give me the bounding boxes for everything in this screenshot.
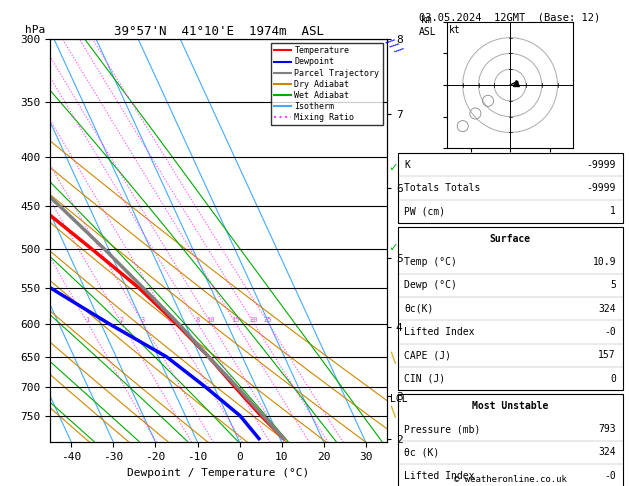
Text: © weatheronline.co.uk: © weatheronline.co.uk: [454, 474, 567, 484]
Text: ✓: ✓: [389, 161, 397, 174]
Text: 1: 1: [86, 317, 90, 323]
Text: 157: 157: [598, 350, 616, 360]
Text: Dewp (°C): Dewp (°C): [404, 280, 457, 290]
Text: CAPE (J): CAPE (J): [404, 350, 451, 360]
Text: 8: 8: [196, 317, 199, 323]
Text: -9999: -9999: [587, 183, 616, 193]
Text: θc(K): θc(K): [404, 304, 433, 313]
Text: -0: -0: [604, 471, 616, 481]
Text: /: /: [385, 349, 401, 365]
Text: 324: 324: [598, 448, 616, 457]
Text: 324: 324: [598, 304, 616, 313]
Text: ✓: ✓: [389, 242, 397, 254]
Text: K: K: [404, 160, 410, 170]
Text: ASL: ASL: [418, 27, 436, 37]
Text: ///: ///: [382, 35, 404, 57]
Text: 25: 25: [264, 317, 272, 323]
Text: 2: 2: [120, 317, 124, 323]
Text: PW (cm): PW (cm): [404, 207, 445, 216]
Text: hPa: hPa: [25, 25, 45, 35]
Text: kt: kt: [448, 25, 460, 35]
Text: Pressure (mb): Pressure (mb): [404, 424, 481, 434]
Text: 3: 3: [141, 317, 145, 323]
Text: 10: 10: [206, 317, 215, 323]
Text: -0: -0: [604, 327, 616, 337]
Text: LCL: LCL: [390, 394, 408, 404]
Text: Lifted Index: Lifted Index: [404, 327, 475, 337]
Text: 10.9: 10.9: [593, 257, 616, 267]
Legend: Temperature, Dewpoint, Parcel Trajectory, Dry Adiabat, Wet Adiabat, Isotherm, Mi: Temperature, Dewpoint, Parcel Trajectory…: [271, 43, 382, 125]
Text: 0: 0: [610, 374, 616, 383]
Text: -9999: -9999: [587, 160, 616, 170]
Text: Temp (°C): Temp (°C): [404, 257, 457, 267]
Text: 5: 5: [610, 280, 616, 290]
Text: 03.05.2024  12GMT  (Base: 12): 03.05.2024 12GMT (Base: 12): [420, 12, 601, 22]
Text: 1: 1: [610, 207, 616, 216]
Text: 20: 20: [250, 317, 258, 323]
Text: 5: 5: [169, 317, 173, 323]
Text: 793: 793: [598, 424, 616, 434]
Text: Lifted Index: Lifted Index: [404, 471, 475, 481]
Text: θc (K): θc (K): [404, 448, 440, 457]
Text: 15: 15: [231, 317, 240, 323]
Text: Surface: Surface: [489, 234, 531, 243]
Title: 39°57'N  41°10'E  1974m  ASL: 39°57'N 41°10'E 1974m ASL: [114, 25, 323, 38]
Text: Most Unstable: Most Unstable: [472, 401, 548, 411]
Text: CIN (J): CIN (J): [404, 374, 445, 383]
X-axis label: Dewpoint / Temperature (°C): Dewpoint / Temperature (°C): [128, 468, 309, 478]
Text: Totals Totals: Totals Totals: [404, 183, 481, 193]
Text: /: /: [385, 403, 401, 418]
Text: km: km: [421, 15, 433, 25]
